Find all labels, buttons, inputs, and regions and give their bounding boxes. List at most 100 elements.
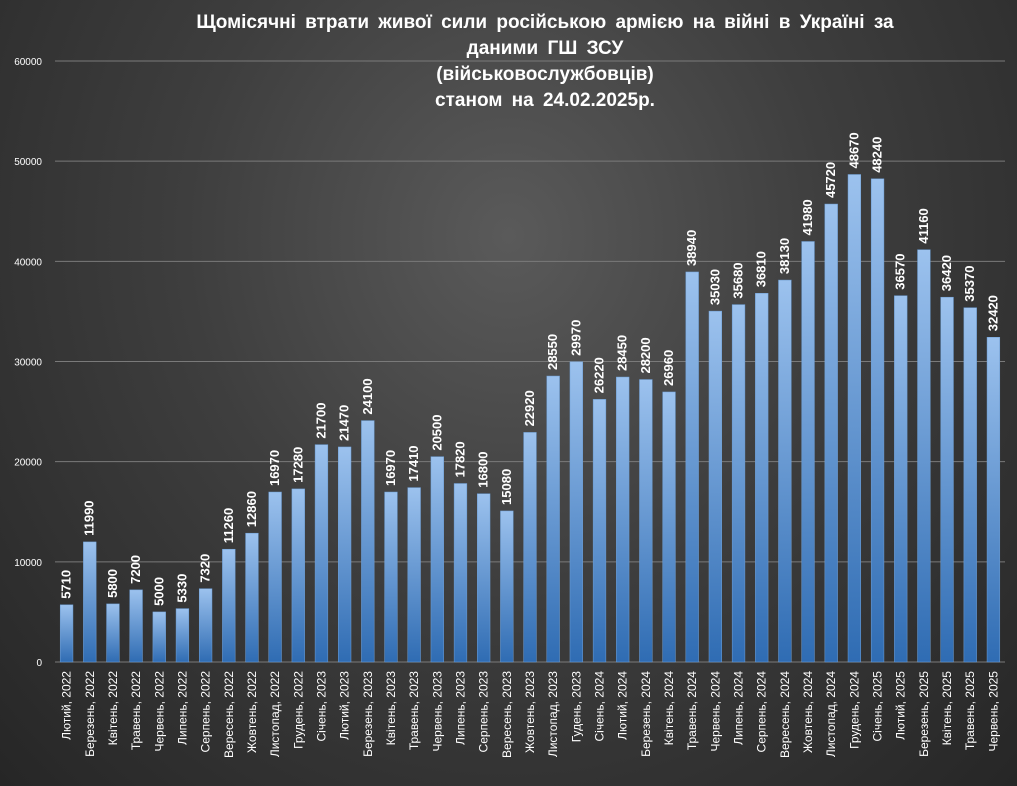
chart-title-line-1: Щомісячні втрати живої сили російською а… (196, 12, 894, 33)
data-label: 20500 (429, 415, 444, 451)
x-tick-label: Червень, 2022 (152, 671, 166, 752)
x-tick-label: Жовтень, 2024 (801, 671, 815, 753)
data-label: 24100 (360, 378, 375, 414)
x-tick-label: Грудень, 2022 (291, 671, 305, 749)
x-tick-label: Вересень, 2022 (222, 671, 236, 758)
y-tick-label: 60000 (14, 57, 42, 68)
x-tick-label: Березень, 2024 (639, 671, 653, 757)
bar (870, 178, 885, 663)
bar (847, 174, 862, 663)
bar (731, 304, 746, 663)
data-label: 15080 (499, 469, 514, 505)
x-tick-label: Травень, 2025 (963, 671, 977, 750)
data-label: 11260 (221, 508, 236, 543)
x-tick-label: Листопад, 2023 (546, 671, 560, 757)
x-tick-label: Квітень, 2025 (940, 671, 954, 746)
x-tick-label: Лютий, 2023 (338, 671, 352, 740)
data-label: 38940 (684, 230, 699, 266)
x-tick-label: Червень, 2024 (708, 671, 722, 752)
data-label: 36810 (754, 251, 769, 287)
bar (755, 293, 769, 663)
data-label: 5800 (105, 569, 120, 598)
x-tick-label: Гудень, 2023 (569, 671, 583, 743)
bar (592, 399, 607, 663)
bar (338, 446, 352, 663)
x-tick-label: Липень, 2024 (732, 671, 746, 745)
bar (940, 296, 954, 663)
bar (569, 361, 583, 663)
bar (152, 611, 166, 663)
data-label: 36570 (893, 254, 908, 290)
x-tick-label: Липень, 2022 (175, 671, 189, 745)
data-labels: 5710 11990 5800 7200 5000 5330 7320 11260 12860 1… (59, 132, 1001, 606)
bar (198, 588, 213, 663)
x-tick-label: Квітень, 2023 (384, 671, 398, 746)
data-label: 35680 (731, 262, 746, 298)
data-label: 28200 (638, 337, 653, 373)
bar (106, 603, 120, 663)
x-tick-label: Квітень, 2024 (662, 671, 676, 746)
x-tick-label: Березень, 2023 (361, 671, 375, 757)
x-tick-label: Березень, 2022 (83, 671, 97, 757)
data-label: 16970 (383, 450, 398, 486)
data-label: 5000 (151, 577, 166, 606)
data-label: 22920 (522, 390, 537, 426)
bars (59, 174, 1001, 663)
bar (986, 337, 1001, 663)
gridlines (55, 60, 1005, 663)
data-label: 5330 (174, 574, 189, 603)
data-label: 35370 (962, 266, 977, 302)
data-label: 48240 (870, 137, 885, 173)
x-tick-label: Травень, 2022 (129, 671, 143, 750)
data-label: 17410 (406, 445, 421, 481)
data-label: 41160 (916, 208, 931, 243)
x-tick-label: Січень, 2023 (314, 671, 328, 742)
bar (523, 432, 537, 663)
bar (453, 483, 468, 663)
bar (546, 375, 560, 663)
y-tick-label: 0 (36, 658, 42, 669)
x-tick-label: Квітень, 2022 (106, 671, 120, 746)
x-tick-label: Листопад, 2024 (824, 671, 838, 757)
x-tick-label: Січень, 2025 (871, 671, 885, 742)
bar (59, 604, 74, 663)
x-tick-label: Лютий, 2024 (616, 671, 630, 740)
x-tick-label: Вересень, 2024 (778, 671, 792, 758)
x-tick-label: Червень, 2023 (430, 671, 444, 752)
chart-title-line-2: даними ГШ ЗСУ (466, 38, 624, 59)
bar (245, 532, 259, 663)
bar (662, 391, 676, 663)
data-label: 48670 (846, 132, 861, 168)
data-label: 21700 (313, 402, 328, 438)
bar (500, 510, 514, 663)
bar (175, 608, 190, 663)
x-tick-label: Лютий, 2025 (894, 671, 908, 740)
data-label: 21470 (337, 405, 352, 441)
bar (314, 444, 329, 663)
x-tick-label: Липень, 2023 (453, 671, 467, 745)
data-label: 26960 (661, 350, 676, 386)
bar (824, 203, 838, 663)
data-label: 41980 (800, 199, 815, 235)
data-label: 7200 (128, 555, 143, 584)
bar (894, 295, 908, 663)
data-label: 38130 (777, 238, 792, 274)
x-tick-label: Вересень, 2023 (500, 671, 514, 758)
bar (616, 376, 630, 663)
bar (291, 488, 305, 663)
x-tick-label: Січень, 2024 (593, 671, 607, 742)
x-tick-label: Серпень, 2023 (477, 671, 491, 753)
bar (129, 589, 143, 663)
x-tick-label: Листопад, 2022 (268, 671, 282, 757)
bar (222, 548, 236, 663)
x-tick-label: Грудень, 2024 (847, 671, 861, 749)
bar (430, 456, 444, 663)
chart-title-line-3: (військовослужбовців) (436, 64, 654, 85)
data-label: 32420 (985, 295, 1000, 331)
x-tick-label: Жовтень, 2023 (523, 671, 537, 753)
data-label: 12860 (244, 491, 259, 527)
bar (83, 541, 97, 663)
x-tick-label: Серпень, 2022 (199, 671, 213, 753)
data-label: 35030 (707, 269, 722, 305)
